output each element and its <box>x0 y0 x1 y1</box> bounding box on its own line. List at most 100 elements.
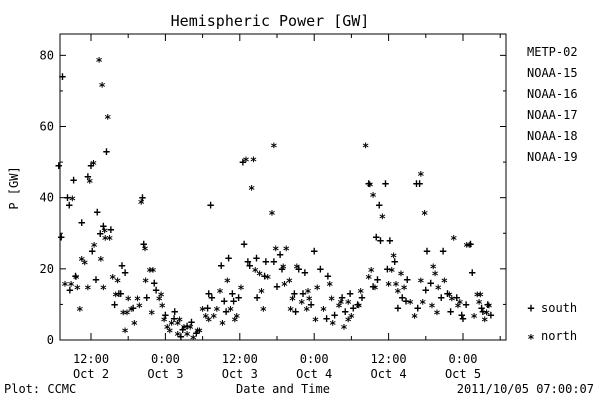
data-point: + <box>246 258 253 272</box>
data-point: * <box>368 265 375 279</box>
data-point: + <box>324 269 331 283</box>
data-point: + <box>342 305 349 319</box>
data-point: * <box>183 329 190 343</box>
data-point: * <box>157 290 164 304</box>
data-point: * <box>252 265 259 279</box>
data-point: + <box>301 265 308 279</box>
data-point: * <box>73 272 80 286</box>
data-point: + <box>307 297 314 311</box>
data-point: + <box>453 290 460 304</box>
data-point: + <box>179 322 186 336</box>
data-point: * <box>357 286 364 300</box>
data-point: * <box>287 304 294 318</box>
data-point: + <box>205 287 212 301</box>
data-point: + <box>350 301 357 315</box>
data-point: * <box>303 304 310 318</box>
data-point: * <box>366 179 373 193</box>
data-point: + <box>331 308 338 322</box>
data-point: + <box>103 144 110 158</box>
data-point: * <box>345 315 352 329</box>
data-point: * <box>441 276 448 290</box>
data-point: + <box>204 301 211 315</box>
data-point: * <box>448 293 455 307</box>
data-point: * <box>219 318 226 332</box>
data-point: + <box>253 251 260 265</box>
data-point: * <box>142 276 149 290</box>
data-point: * <box>78 254 85 268</box>
data-point: * <box>286 276 293 290</box>
data-point: * <box>194 325 201 339</box>
data-point: + <box>70 173 77 187</box>
data-point: + <box>311 244 318 258</box>
data-point: * <box>237 283 244 297</box>
data-point: * <box>104 112 111 126</box>
data-point: + <box>459 312 466 326</box>
data-point: + <box>89 244 96 258</box>
data-point: * <box>97 254 104 268</box>
data-point: * <box>121 325 128 339</box>
data-point: + <box>382 176 389 190</box>
data-point: + <box>299 287 306 301</box>
data-point: * <box>326 279 333 293</box>
data-point: * <box>161 315 168 329</box>
data-point: * <box>213 304 220 318</box>
data-point: * <box>168 318 175 332</box>
data-point: * <box>202 311 209 325</box>
marker-legend-symbol: * <box>527 332 534 346</box>
data-point: + <box>440 244 447 258</box>
data-point: + <box>223 305 230 319</box>
data-point: * <box>293 261 300 275</box>
data-point: * <box>180 322 187 336</box>
data-point: + <box>87 159 94 173</box>
data-point: * <box>272 243 279 257</box>
data-point: * <box>474 290 481 304</box>
data-point: + <box>391 255 398 269</box>
data-point: + <box>111 297 118 311</box>
data-point: * <box>120 308 127 322</box>
data-point: + <box>291 287 298 301</box>
data-point: * <box>156 293 163 307</box>
data-point: * <box>205 315 212 329</box>
plot-credit: Plot: CCMC <box>4 382 76 396</box>
data-point: + <box>140 237 147 251</box>
data-points: +++ ++++++++++++++++ ++++++***** ****** ****… <box>55 55 494 347</box>
marker-legend-symbol: + <box>527 301 534 315</box>
data-point: * <box>101 226 108 240</box>
data-point: + <box>384 262 391 276</box>
data-point: + <box>323 312 330 326</box>
data-point: + <box>139 191 146 205</box>
data-point: + <box>229 287 236 301</box>
data-point: * <box>379 211 386 225</box>
data-point: + <box>84 169 91 183</box>
data-point: + <box>55 159 62 173</box>
data-point: + <box>72 269 79 283</box>
data-point: * <box>174 329 181 343</box>
data-point: * <box>304 286 311 300</box>
data-point: + <box>171 305 178 319</box>
y-axis-label: P [GW] <box>7 166 21 209</box>
data-point: + <box>188 315 195 329</box>
data-point: + <box>358 290 365 304</box>
data-point: + <box>292 305 299 319</box>
legend-entry: NOAA-19 <box>527 150 578 164</box>
chart-title: Hemispheric Power [GW] <box>171 12 370 30</box>
data-point: + <box>244 255 251 269</box>
data-point: + <box>183 319 190 333</box>
data-point: * <box>90 158 97 172</box>
data-point: + <box>413 176 420 190</box>
data-point: * <box>431 268 438 282</box>
data-point: * <box>260 304 267 318</box>
y-tick-label: 40 <box>40 191 54 205</box>
data-point: * <box>466 240 473 254</box>
data-point: + <box>100 219 107 233</box>
data-point: * <box>136 300 143 314</box>
data-point: * <box>371 283 378 297</box>
x-tick-date: Oct 2 <box>73 367 109 381</box>
y-tick-label: 80 <box>40 48 54 62</box>
data-point: * <box>430 261 437 275</box>
data-point: + <box>270 255 277 269</box>
data-point: * <box>233 311 240 325</box>
legend: METP-02 NOAA-15 NOAA-16 NOAA-17 NOAA-18 NOAA-… <box>527 45 578 164</box>
data-point: * <box>174 318 181 332</box>
